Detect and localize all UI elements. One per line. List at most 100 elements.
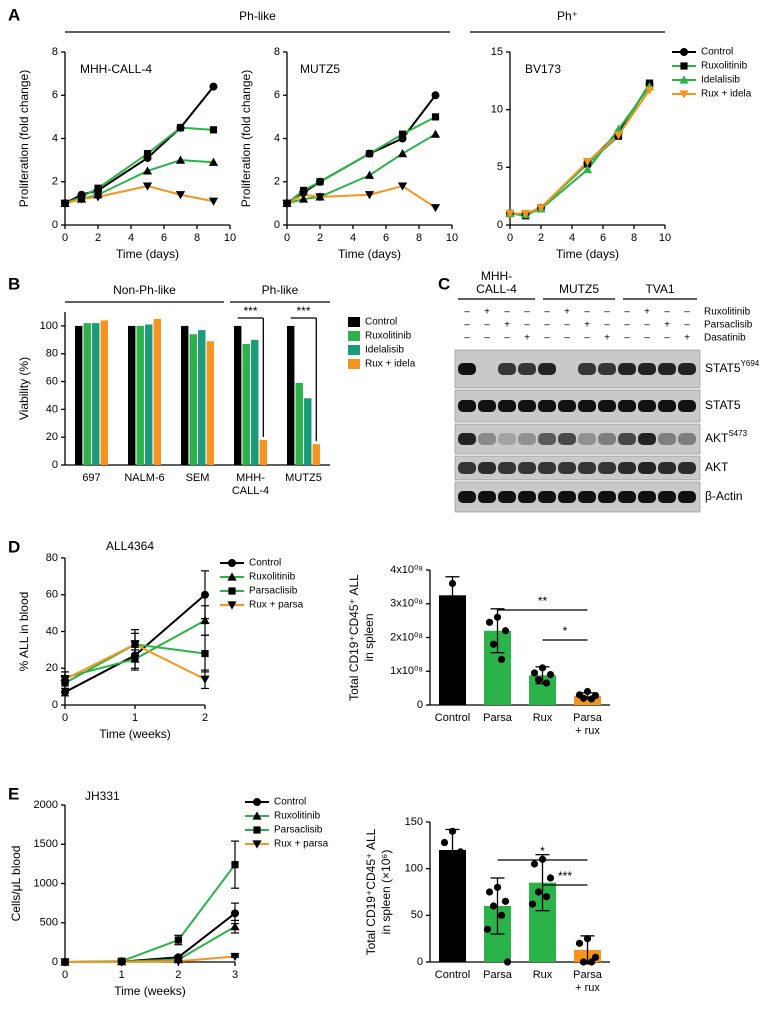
marker xyxy=(582,165,593,174)
marker xyxy=(228,587,236,595)
bar xyxy=(574,695,601,705)
y-axis-label: Proliferation (fold change) xyxy=(239,70,253,207)
treatment-sign: – xyxy=(564,320,570,331)
treatment-sign: – xyxy=(484,333,490,344)
treatment-sign: + xyxy=(504,320,510,331)
bar xyxy=(100,320,109,465)
marker xyxy=(398,130,407,138)
marker xyxy=(230,952,240,962)
y-tick-label: 3x10⁰⁸ xyxy=(390,598,423,610)
treatment-sign: – xyxy=(584,333,590,344)
y-tick-label: 500 xyxy=(40,917,58,929)
bar xyxy=(233,325,242,465)
marker xyxy=(208,197,219,206)
blot-band xyxy=(678,491,696,503)
blot-band xyxy=(658,363,676,375)
marker xyxy=(365,150,374,158)
y-tick-label: 0 xyxy=(52,459,58,471)
cell-line-label: MUTZ5 xyxy=(559,282,599,296)
series-line xyxy=(286,115,436,205)
data-point xyxy=(497,911,506,919)
data-point xyxy=(489,640,498,648)
data-point xyxy=(538,855,547,863)
marker xyxy=(397,182,408,191)
x-tick-label: 8 xyxy=(194,232,200,244)
blot-band xyxy=(478,433,496,445)
marker xyxy=(644,86,655,95)
blot-band xyxy=(458,433,476,445)
blot-band xyxy=(618,491,636,503)
protein-name: STAT5 xyxy=(705,398,741,412)
data-point xyxy=(501,627,510,635)
x-tick-label: 0 xyxy=(62,712,68,724)
marker xyxy=(61,688,69,697)
y-tick-label: 0 xyxy=(497,219,503,231)
bar xyxy=(198,330,206,465)
blot-band xyxy=(458,363,476,375)
x-tick-label: 10 xyxy=(659,232,671,244)
y-tick-label: 20 xyxy=(46,431,58,443)
chart-title: JH331 xyxy=(85,789,120,803)
y-tick-label: 40 xyxy=(46,625,58,637)
x-tick-label: 0 xyxy=(62,232,68,244)
y-tick-label: 1500 xyxy=(34,838,58,850)
protein-name: STAT5 xyxy=(705,361,741,375)
marker xyxy=(680,48,688,56)
marker xyxy=(231,909,239,918)
marker xyxy=(253,798,261,806)
treatment-sign: – xyxy=(644,333,650,344)
y-tick-label: 2000 xyxy=(34,799,58,811)
blot-band xyxy=(658,433,676,445)
y-tick-label: 20 xyxy=(46,662,58,674)
y-tick-label: 4 xyxy=(274,132,280,144)
marker xyxy=(230,922,240,931)
significance-label: ** xyxy=(538,594,548,608)
treatment-sign: – xyxy=(464,307,470,318)
x-tick-label: 0 xyxy=(507,232,513,244)
protein-name: β-Actin xyxy=(705,489,743,503)
y-tick-label: 2 xyxy=(274,176,280,188)
protein-name: AKT xyxy=(705,431,729,445)
treatment-sign: – xyxy=(624,333,630,344)
bar xyxy=(242,343,250,465)
data-point xyxy=(448,579,457,588)
marker xyxy=(142,182,153,191)
x-tick-label: 1 xyxy=(132,712,138,724)
data-point xyxy=(456,848,465,856)
marker xyxy=(679,90,689,99)
bar xyxy=(295,382,303,465)
y-axis-label: % ALL in blood xyxy=(17,592,31,672)
marker xyxy=(201,590,209,599)
cell-line-label: MHH- xyxy=(481,269,512,283)
blot-band xyxy=(618,363,636,375)
data-point xyxy=(587,695,596,703)
treatment-sign: – xyxy=(624,320,630,331)
x-tick-label: 10 xyxy=(224,232,236,244)
marker xyxy=(364,191,375,200)
bar xyxy=(74,325,83,465)
y-axis-label: in spleen xyxy=(362,613,376,661)
marker xyxy=(200,615,210,625)
protein-label: β-Actin xyxy=(705,489,743,503)
y-tick-label: 0 xyxy=(52,219,58,231)
marker xyxy=(298,191,309,200)
x-tick-label: 4 xyxy=(128,232,134,244)
marker xyxy=(430,204,441,213)
bar xyxy=(127,325,136,465)
treatment-sign: + xyxy=(644,307,650,318)
marker xyxy=(431,113,440,121)
bar xyxy=(189,334,197,465)
legend-swatch xyxy=(348,317,360,327)
series-line xyxy=(509,82,651,217)
protein-label: STAT5Y694 xyxy=(705,359,760,375)
x-axis-label: Time (days) xyxy=(116,247,179,261)
marker xyxy=(60,675,70,684)
y-tick-label: 1000 xyxy=(34,877,58,889)
marker xyxy=(174,936,182,944)
x-tick-label: 8 xyxy=(416,232,422,244)
marker xyxy=(209,82,218,91)
marker xyxy=(582,157,593,167)
protein-label: AKTS473 xyxy=(705,429,748,445)
y-tick-label: 6 xyxy=(52,89,58,101)
